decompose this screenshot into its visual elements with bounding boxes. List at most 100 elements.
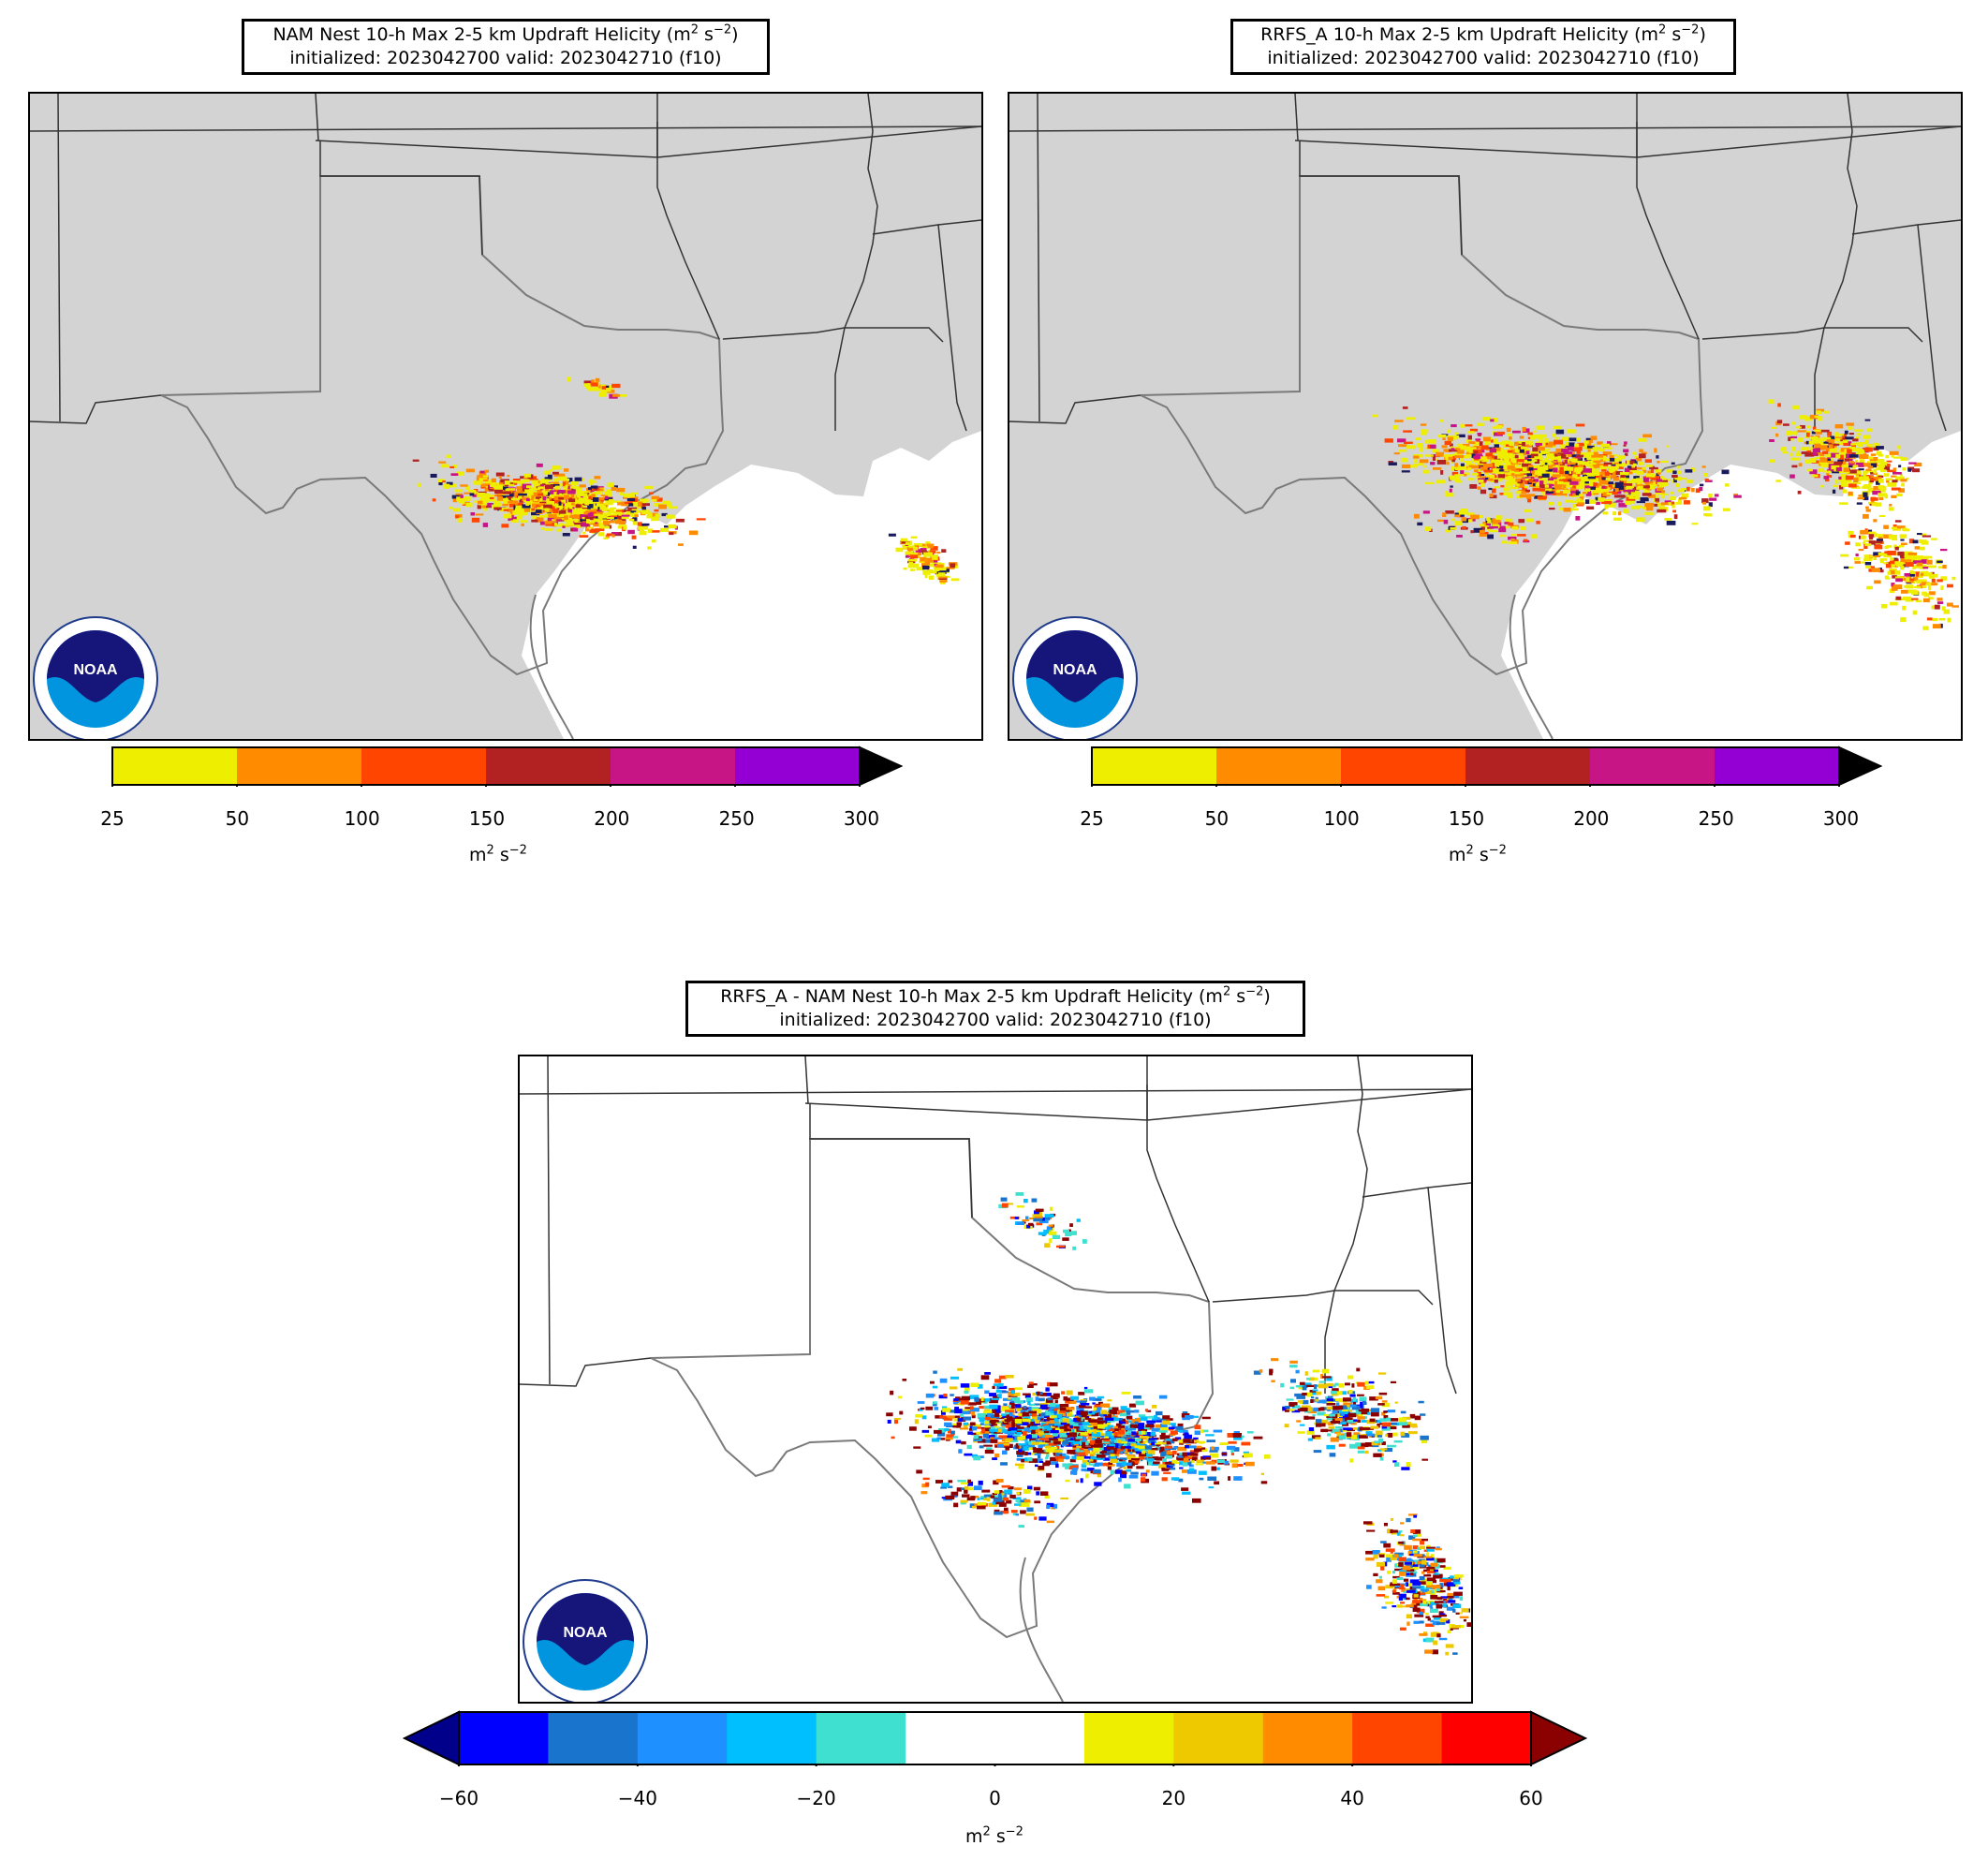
helicity-cell: [535, 496, 542, 499]
helicity-cell: [1865, 468, 1872, 471]
helicity-cell: [994, 1379, 1001, 1383]
helicity-cell: [1863, 492, 1868, 497]
helicity-cell: [1525, 440, 1533, 445]
helicity-cell: [1592, 447, 1602, 450]
helicity-cell: [1183, 1457, 1189, 1463]
helicity-cell: [418, 482, 421, 488]
helicity-cell: [1053, 1393, 1060, 1398]
helicity-cell: [1478, 480, 1484, 483]
helicity-cell: [506, 488, 516, 491]
helicity-cell: [1660, 480, 1668, 483]
helicity-cell: [1506, 463, 1510, 467]
helicity-cell: [471, 517, 480, 523]
helicity-cell: [1128, 1446, 1138, 1450]
helicity-cell: [1074, 1415, 1079, 1419]
helicity-cell: [1565, 499, 1573, 503]
helicity-cell: [1849, 461, 1855, 464]
helicity-cell: [519, 509, 524, 514]
helicity-cell: [1120, 1412, 1127, 1417]
helicity-cell: [1590, 486, 1596, 490]
helicity-cell: [1480, 529, 1485, 534]
helicity-cell: [1003, 1403, 1008, 1406]
helicity-cell: [1815, 432, 1819, 435]
helicity-cell: [596, 514, 600, 520]
helicity-cell: [1890, 557, 1894, 561]
helicity-cell: [595, 521, 598, 524]
helicity-cell: [1661, 490, 1666, 494]
helicity-cell: [1177, 1446, 1187, 1452]
helicity-cell: [1244, 1453, 1253, 1458]
helicity-cell: [1900, 479, 1907, 482]
helicity-cell: [1340, 1391, 1347, 1395]
state-border: [1299, 140, 1463, 256]
helicity-cell: [1466, 512, 1475, 516]
helicity-cell: [1083, 1389, 1094, 1394]
state-border: [520, 1357, 652, 1387]
helicity-cell: [1617, 511, 1622, 516]
helicity-cell: [1009, 1427, 1018, 1431]
helicity-cell: [645, 511, 651, 514]
helicity-cell: [612, 511, 623, 515]
helicity-cell: [1115, 1411, 1124, 1415]
helicity-cell: [1209, 1450, 1218, 1453]
helicity-cell: [1947, 602, 1953, 607]
helicity-cell: [1083, 1425, 1087, 1429]
helicity-cell: [1566, 442, 1575, 448]
helicity-cell: [526, 494, 534, 497]
helicity-cell: [1034, 1403, 1043, 1406]
helicity-cell: [1045, 1456, 1049, 1460]
colorbar-segment: [361, 747, 487, 785]
helicity-cell: [1073, 1426, 1080, 1429]
helicity-cell: [1561, 454, 1567, 459]
helicity-cell: [1864, 543, 1872, 547]
helicity-cell: [618, 512, 625, 516]
helicity-cell: [1233, 1476, 1243, 1481]
helicity-cell: [1906, 478, 1909, 480]
helicity-cell: [1614, 488, 1619, 493]
helicity-cell: [1624, 467, 1630, 473]
helicity-cell: [1118, 1421, 1127, 1425]
helicity-cell: [438, 482, 443, 486]
helicity-cell: [549, 487, 552, 492]
helicity-cell: [1612, 477, 1619, 481]
helicity-cell: [1013, 1433, 1021, 1437]
helicity-cell: [1502, 440, 1510, 445]
helicity-cell: [1834, 424, 1844, 429]
helicity-cell: [993, 1383, 1000, 1386]
helicity-cell: [1127, 1430, 1133, 1434]
helicity-cell: [1574, 443, 1580, 448]
helicity-cell: [627, 529, 635, 535]
helicity-cell: [944, 1428, 950, 1432]
helicity-cell: [1817, 416, 1823, 421]
helicity-cell: [1533, 465, 1540, 468]
helicity-cell: [640, 525, 649, 530]
helicity-cell: [552, 519, 555, 522]
helicity-cell: [1869, 457, 1878, 461]
helicity-cell: [1581, 478, 1585, 482]
helicity-cell: [1812, 426, 1817, 430]
helicity-cell: [1306, 1430, 1315, 1435]
helicity-cell: [1082, 1422, 1089, 1425]
helicity-cell: [1080, 1425, 1084, 1431]
helicity-cell: [1121, 1418, 1126, 1422]
helicity-cell: [1345, 1382, 1350, 1386]
helicity-cell: [523, 477, 531, 480]
helicity-cell: [1107, 1446, 1113, 1450]
helicity-cell: [1414, 459, 1418, 464]
helicity-cell: [601, 512, 610, 516]
helicity-cell: [1666, 469, 1673, 473]
helicity-cell: [1118, 1477, 1122, 1483]
helicity-cell: [1894, 561, 1904, 566]
helicity-cell: [1183, 1455, 1192, 1459]
helicity-cell: [1630, 492, 1641, 495]
helicity-cell: [640, 529, 645, 532]
helicity-cell: [1161, 1477, 1168, 1482]
helicity-cell: [1495, 424, 1503, 428]
helicity-cell: [1942, 565, 1947, 569]
helicity-cell: [1865, 566, 1872, 568]
helicity-cell: [1054, 1423, 1060, 1426]
helicity-cell: [590, 500, 600, 505]
helicity-cell: [1869, 480, 1874, 483]
helicity-cell: [507, 513, 511, 518]
helicity-cell: [1507, 433, 1512, 436]
